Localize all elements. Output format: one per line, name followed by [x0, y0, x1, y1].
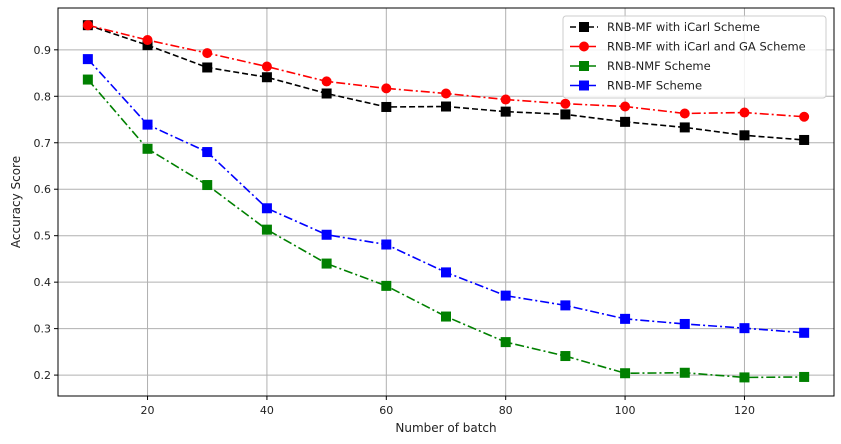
y-tick-label: 0.2	[34, 369, 52, 382]
legend-marker	[579, 80, 589, 91]
y-tick-label: 0.7	[34, 137, 52, 150]
data-point	[739, 372, 750, 383]
data-point	[441, 88, 451, 99]
data-point	[321, 258, 332, 269]
series-4	[82, 54, 810, 338]
x-tick-label: 60	[379, 404, 393, 417]
legend: RNB-MF with iCarl Scheme RNB-MF with iCar…	[562, 15, 827, 99]
data-point	[799, 134, 810, 145]
plot-frame	[57, 7, 835, 397]
legend-item: RNB-MF with iCarl Scheme	[570, 20, 760, 34]
data-point	[82, 20, 93, 31]
data-point	[381, 239, 392, 250]
x-tick-label: 120	[734, 404, 755, 417]
y-axis-label: Accuracy Score	[9, 156, 23, 248]
data-point	[560, 300, 571, 311]
data-point	[261, 72, 272, 83]
data-point	[321, 229, 332, 240]
data-point	[381, 101, 392, 112]
data-point	[620, 116, 631, 127]
data-point	[739, 130, 750, 141]
data-point	[202, 180, 213, 191]
y-tick-label: 0.5	[34, 230, 52, 243]
x-tick-label: 40	[260, 404, 274, 417]
data-point	[679, 122, 690, 133]
legend-label: RNB-MF Scheme	[607, 79, 702, 93]
data-point	[441, 267, 451, 278]
x-axis-label: Number of batch	[395, 421, 496, 435]
legend-item: RNB-MF with iCarl and GA Scheme	[570, 40, 806, 54]
data-point	[82, 74, 93, 85]
data-point	[441, 311, 451, 322]
data-point	[82, 54, 93, 65]
data-point	[202, 62, 213, 73]
data-point	[381, 83, 392, 94]
data-point	[620, 368, 631, 379]
data-point	[142, 143, 153, 154]
data-point	[202, 147, 213, 158]
data-point	[500, 94, 511, 105]
data-point	[261, 224, 272, 235]
data-point	[620, 101, 631, 112]
data-point	[500, 290, 511, 301]
series-layer	[82, 20, 810, 383]
y-tick-label: 0.4	[34, 276, 52, 289]
legend-marker	[579, 41, 589, 52]
series-2	[82, 20, 810, 122]
data-point	[321, 88, 332, 99]
data-point	[560, 98, 571, 109]
data-point	[799, 327, 810, 338]
legend-marker	[579, 22, 589, 32]
data-point	[560, 351, 571, 362]
data-point	[261, 203, 272, 214]
data-point	[560, 109, 571, 120]
data-point	[679, 108, 690, 119]
data-point	[620, 313, 631, 324]
series-1	[82, 20, 810, 145]
data-point	[261, 61, 272, 72]
legend-item: RNB-NMF Scheme	[570, 59, 711, 73]
data-point	[500, 337, 511, 348]
data-point	[500, 106, 511, 117]
legend-label: RNB-MF with iCarl and GA Scheme	[607, 40, 806, 54]
data-point	[799, 111, 810, 122]
y-tick-label: 0.9	[34, 44, 52, 57]
data-point	[142, 119, 153, 130]
axis-ticks: 20 40 60 80 100 120 0.2 0.3 0.4 0.5 0.6 0.7 0.8 0.9	[34, 44, 755, 417]
legend-label: RNB-NMF Scheme	[607, 59, 711, 73]
data-point	[679, 367, 690, 378]
legend-item: RNB-MF Scheme	[570, 79, 702, 93]
data-point	[799, 371, 810, 382]
series-3	[82, 74, 810, 383]
data-point	[739, 323, 750, 334]
y-tick-label: 0.8	[34, 90, 52, 103]
x-tick-label: 80	[499, 404, 513, 417]
y-tick-label: 0.6	[34, 183, 52, 196]
data-point	[679, 318, 690, 329]
x-tick-label: 20	[141, 404, 155, 417]
data-point	[202, 48, 213, 59]
legend-label: RNB-MF with iCarl Scheme	[607, 20, 760, 34]
legend-marker	[579, 61, 589, 71]
data-point	[321, 76, 332, 87]
data-point	[441, 101, 451, 112]
y-tick-label: 0.3	[34, 323, 52, 336]
x-tick-label: 100	[615, 404, 636, 417]
data-point	[142, 35, 153, 46]
data-point	[739, 107, 750, 118]
legend-box	[562, 15, 827, 99]
data-point	[381, 280, 392, 291]
